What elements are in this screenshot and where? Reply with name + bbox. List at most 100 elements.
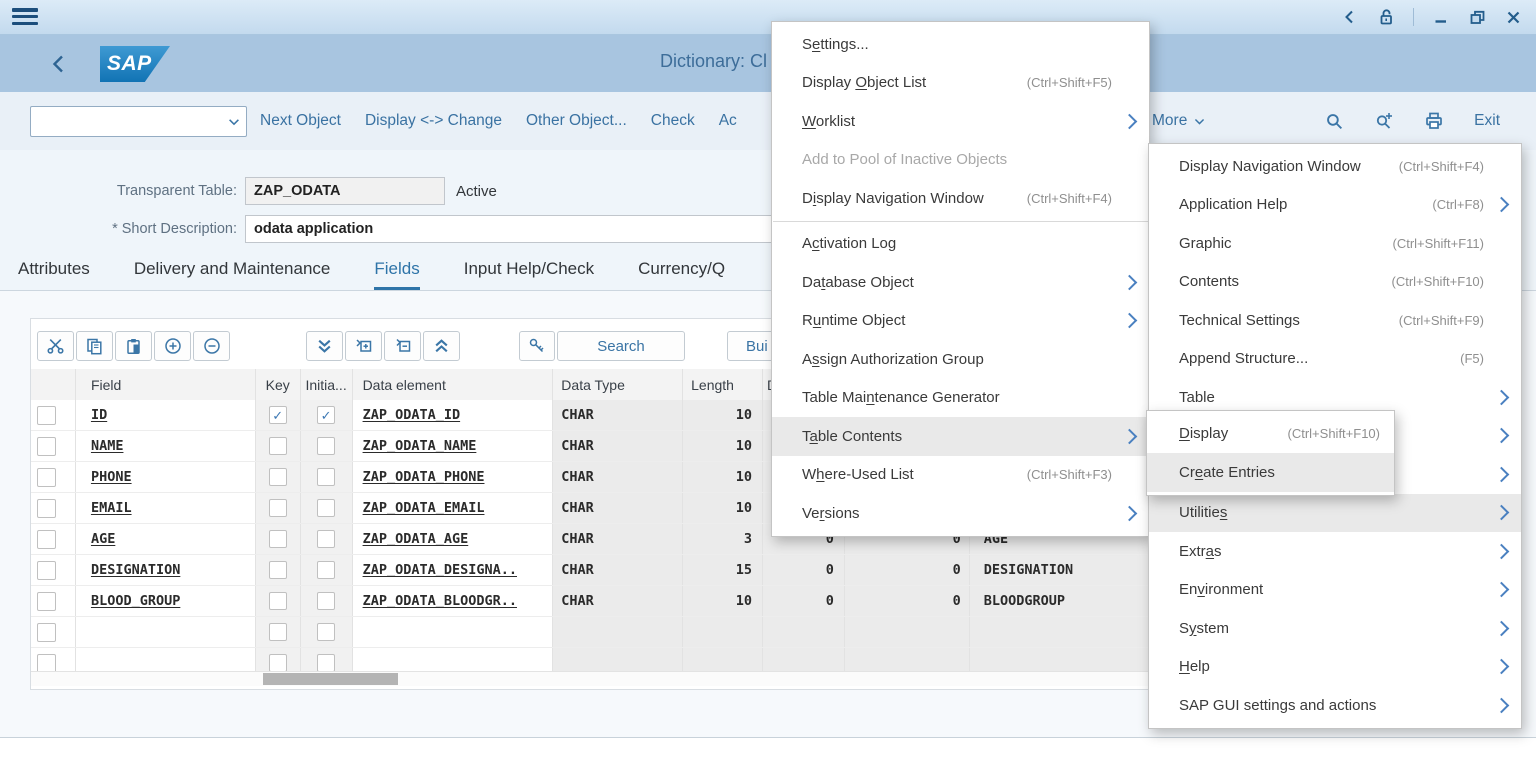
row-select-checkbox[interactable]	[37, 654, 56, 673]
field-link[interactable]: AGE	[91, 531, 115, 547]
menu-item[interactable]: Table Contents	[772, 417, 1149, 456]
more-button[interactable]: More	[1152, 105, 1206, 137]
menu-item[interactable]: Versions	[772, 494, 1149, 533]
menu-item[interactable]: Append Structure... (F5)	[1149, 340, 1521, 379]
initial-checkbox[interactable]	[317, 468, 335, 486]
row-select-checkbox[interactable]	[37, 468, 56, 487]
minimize-icon[interactable]	[1432, 8, 1450, 26]
menu-item[interactable]: Graphic (Ctrl+Shift+F11)	[1149, 224, 1521, 263]
menu-item[interactable]: Application Help (Ctrl+F8)	[1149, 186, 1521, 225]
data-element-link[interactable]: ZAP_ODATA_PHONE	[363, 469, 485, 485]
initial-checkbox[interactable]	[317, 561, 335, 579]
toolbar-button[interactable]: Display <-> Change	[365, 112, 502, 130]
menu-item[interactable]: System	[1149, 609, 1521, 648]
menu-item[interactable]: SAP GUI settings and actions	[1149, 686, 1521, 725]
field-link[interactable]: PHONE	[91, 469, 132, 485]
tab[interactable]: Currency/Q	[638, 250, 725, 290]
initial-checkbox[interactable]: ✓	[317, 406, 335, 424]
back-button[interactable]	[48, 53, 70, 75]
key-checkbox[interactable]	[269, 499, 287, 517]
key-checkbox[interactable]: ✓	[269, 406, 287, 424]
key-checkbox[interactable]	[269, 561, 287, 579]
field-link[interactable]: ID	[91, 407, 107, 423]
data-element-link[interactable]: ZAP_ODATA_DESIGNA..	[363, 562, 517, 578]
menu-item[interactable]: Database Object	[772, 263, 1149, 302]
menu-item[interactable]: Table Maintenance Generator	[772, 379, 1149, 418]
menu-item[interactable]: Display Navigation Window (Ctrl+Shift+F4…	[772, 179, 1149, 218]
menu-item[interactable]: Display Object List (Ctrl+Shift+F5)	[772, 64, 1149, 103]
search-next-icon[interactable]	[1374, 111, 1394, 131]
chevron-down-icon[interactable]	[222, 115, 246, 129]
command-input[interactable]	[37, 108, 222, 135]
row-select-checkbox[interactable]	[37, 623, 56, 642]
keys-button[interactable]	[519, 331, 555, 361]
exit-button[interactable]: Exit	[1474, 112, 1500, 130]
menu-item[interactable]: Settings...	[772, 25, 1149, 64]
field-link[interactable]: BLOOD_GROUP	[91, 593, 180, 609]
initial-checkbox[interactable]	[317, 499, 335, 517]
insert-line-button[interactable]	[345, 331, 382, 361]
restore-window-icon[interactable]	[1468, 8, 1486, 26]
data-element-link[interactable]: ZAP_ODATA_NAME	[363, 438, 477, 454]
tab[interactable]: Attributes	[18, 250, 90, 290]
unlock-icon[interactable]	[1377, 8, 1395, 26]
row-select-checkbox[interactable]	[37, 561, 56, 580]
data-element-link[interactable]: ZAP_ODATA_AGE	[363, 531, 469, 547]
data-element-link[interactable]: ZAP_ODATA_EMAIL	[363, 500, 485, 516]
tab[interactable]: Fields	[374, 250, 419, 290]
cut-button[interactable]	[37, 331, 74, 361]
hamburger-menu-icon[interactable]	[12, 8, 38, 26]
data-element-link[interactable]: ZAP_ODATA_BLOODGR..	[363, 593, 517, 609]
toolbar-button[interactable]: Other Object...	[526, 112, 627, 130]
key-checkbox[interactable]	[269, 437, 287, 455]
menu-item[interactable]: Display (Ctrl+Shift+F10)	[1147, 414, 1394, 453]
menu-item[interactable]: Create Entries	[1147, 453, 1394, 492]
nav-back-icon[interactable]	[1341, 8, 1359, 26]
menu-item[interactable]	[772, 218, 1149, 225]
print-icon[interactable]	[1424, 111, 1444, 131]
initial-checkbox[interactable]	[317, 592, 335, 610]
menu-item[interactable]: Environment	[1149, 571, 1521, 610]
menu-item[interactable]: Worklist	[772, 102, 1149, 141]
command-field[interactable]	[30, 106, 247, 137]
row-select-checkbox[interactable]	[37, 437, 56, 456]
initial-checkbox[interactable]	[317, 530, 335, 548]
insert-row-button[interactable]	[154, 331, 191, 361]
copy-button[interactable]	[76, 331, 113, 361]
key-checkbox[interactable]	[269, 530, 287, 548]
initial-checkbox[interactable]	[317, 437, 335, 455]
key-checkbox[interactable]	[269, 623, 287, 641]
scroll-bottom-button[interactable]	[306, 331, 343, 361]
delete-row-button[interactable]	[193, 331, 230, 361]
key-checkbox[interactable]	[269, 592, 287, 610]
key-checkbox[interactable]	[269, 654, 287, 672]
row-select-checkbox[interactable]	[37, 592, 56, 611]
search-button[interactable]: Search	[557, 331, 685, 361]
data-element-link[interactable]: ZAP_ODATA_ID	[363, 407, 461, 423]
toolbar-button[interactable]: Ac	[719, 112, 737, 130]
paste-button[interactable]	[115, 331, 152, 361]
search-icon[interactable]	[1325, 112, 1344, 131]
menu-item[interactable]: Help	[1149, 648, 1521, 687]
field-link[interactable]: NAME	[91, 438, 124, 454]
menu-item[interactable]: Contents (Ctrl+Shift+F10)	[1149, 263, 1521, 302]
key-checkbox[interactable]	[269, 468, 287, 486]
field-link[interactable]: EMAIL	[91, 500, 132, 516]
menu-item[interactable]: Extras	[1149, 532, 1521, 571]
close-icon[interactable]	[1504, 8, 1522, 26]
toolbar-button[interactable]: Next Object	[260, 112, 341, 130]
menu-item[interactable]: Add to Pool of Inactive Objects	[772, 141, 1149, 180]
menu-item[interactable]: Runtime Object	[772, 302, 1149, 341]
tab[interactable]: Delivery and Maintenance	[134, 250, 331, 290]
menu-item[interactable]: Display Navigation Window (Ctrl+Shift+F4…	[1149, 147, 1521, 186]
row-select-checkbox[interactable]	[37, 530, 56, 549]
menu-item[interactable]: Activation Log	[772, 225, 1149, 264]
table-name-field[interactable]	[245, 177, 445, 205]
scrollbar-thumb[interactable]	[263, 673, 398, 685]
menu-item[interactable]: Utilities	[1149, 494, 1521, 533]
toolbar-button[interactable]: Check	[651, 112, 695, 130]
menu-item[interactable]: Where-Used List (Ctrl+Shift+F3)	[772, 456, 1149, 495]
row-select-checkbox[interactable]	[37, 406, 56, 425]
menu-item[interactable]: Assign Authorization Group	[772, 340, 1149, 379]
initial-checkbox[interactable]	[317, 654, 335, 672]
